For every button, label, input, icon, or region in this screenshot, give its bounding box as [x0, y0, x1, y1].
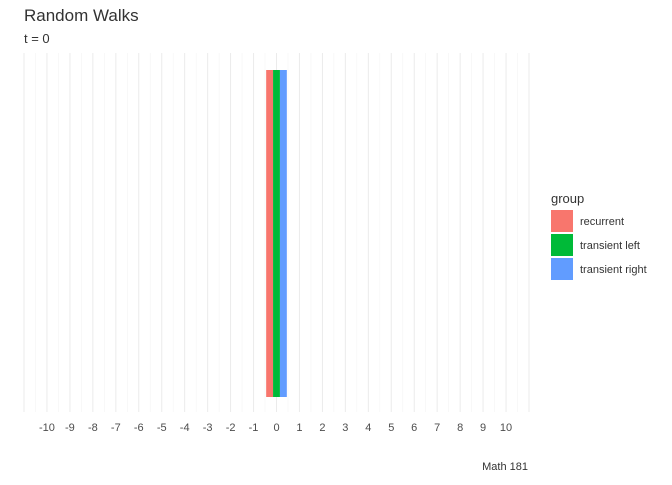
legend-items: recurrent transient left transient right — [551, 210, 647, 280]
legend-label: transient left — [580, 240, 640, 252]
x-axis-tick-labels: -10 -9 -8 -7 -6 -5 -4 -3 -2 -1 0 1 2 3 4 5 6 7 8 9 10 — [39, 422, 512, 434]
x-tick-label: 3 — [342, 422, 348, 434]
x-tick-label: -6 — [134, 422, 144, 434]
x-tick-label: -7 — [111, 422, 121, 434]
x-tick-label: -2 — [226, 422, 236, 434]
bars — [266, 70, 287, 397]
bar-transient-right — [279, 70, 287, 397]
x-tick-label: -4 — [180, 422, 190, 434]
legend-label: transient right — [580, 264, 647, 276]
legend: group recurrent transient left transient r… — [551, 191, 647, 280]
x-tick-label: 1 — [296, 422, 302, 434]
x-tick-label: -10 — [39, 422, 55, 434]
legend-key-recurrent — [551, 210, 573, 232]
bar-recurrent — [266, 70, 274, 397]
bar-transient-left — [273, 70, 280, 397]
x-tick-label: -8 — [88, 422, 98, 434]
x-tick-label: 7 — [434, 422, 440, 434]
legend-label: recurrent — [580, 216, 624, 228]
chart-subtitle: t = 0 — [24, 31, 50, 46]
x-tick-label: 4 — [365, 422, 371, 434]
x-tick-label: -9 — [65, 422, 75, 434]
x-tick-label: -5 — [157, 422, 167, 434]
legend-key-transient-right — [551, 258, 573, 280]
x-tick-label: -1 — [249, 422, 259, 434]
chart-title: Random Walks — [24, 6, 139, 25]
x-tick-label: 9 — [480, 422, 486, 434]
x-tick-label: 8 — [457, 422, 463, 434]
legend-key-transient-left — [551, 234, 573, 256]
x-tick-label: 2 — [319, 422, 325, 434]
chart-caption: Math 181 — [482, 461, 528, 473]
x-tick-label: 6 — [411, 422, 417, 434]
x-tick-label: 5 — [388, 422, 394, 434]
x-tick-label: 10 — [500, 422, 512, 434]
legend-title: group — [551, 191, 584, 206]
x-tick-label: -3 — [203, 422, 213, 434]
x-tick-label: 0 — [273, 422, 279, 434]
